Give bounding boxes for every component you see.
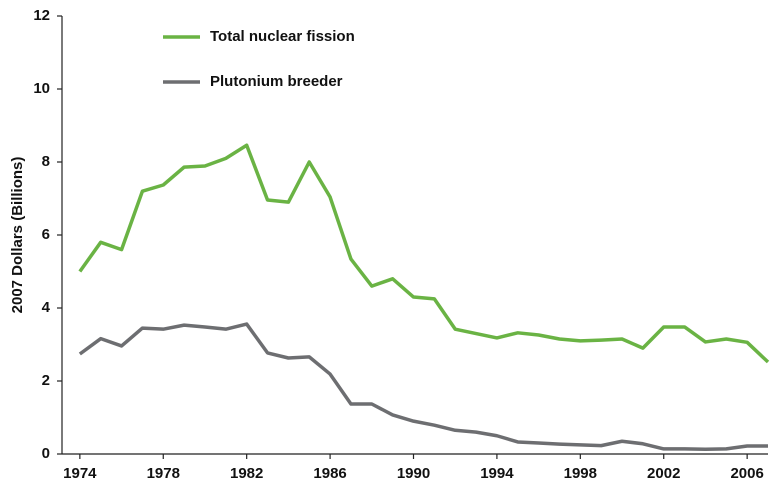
series-line — [78, 322, 768, 452]
x-tick-label: 2006 — [730, 465, 763, 482]
x-tick-label: 2002 — [647, 465, 680, 482]
x-tick-label: 1994 — [480, 465, 514, 482]
x-tick-label: 1986 — [313, 465, 346, 482]
legend-label: Plutonium breeder — [210, 73, 343, 90]
x-tick-label: 1978 — [147, 465, 180, 482]
y-tick-label: 10 — [33, 80, 50, 97]
x-tick-label: 1982 — [230, 465, 263, 482]
y-tick-label: 2 — [42, 372, 50, 389]
x-tick-label: 1974 — [63, 465, 97, 482]
y-tick-label: 4 — [42, 299, 51, 316]
legend-label: Total nuclear fission — [210, 28, 355, 45]
y-tick-label: 6 — [42, 226, 50, 243]
y-tick-label: 12 — [33, 7, 50, 24]
x-tick-label: 1998 — [564, 465, 597, 482]
y-tick-label: 0 — [42, 445, 50, 462]
series-line — [78, 143, 770, 364]
x-tick-label: 1990 — [397, 465, 430, 482]
y-axis-title: 2007 Dollars (Billions) — [9, 157, 26, 314]
y-tick-label: 8 — [42, 153, 50, 170]
